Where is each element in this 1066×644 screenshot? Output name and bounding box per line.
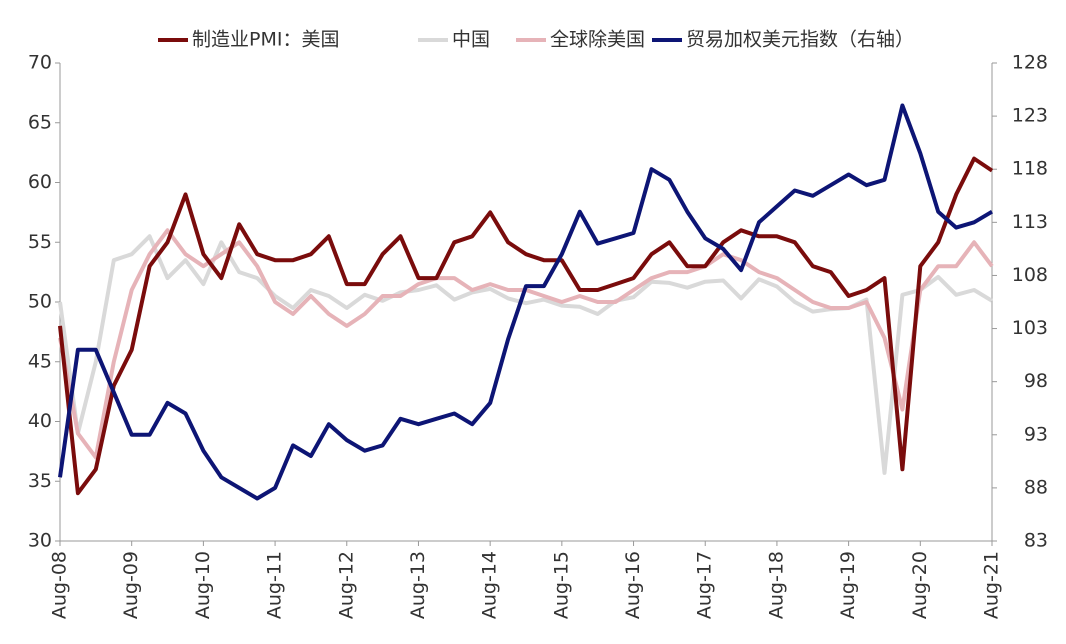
x-tick-label: Aug-12 [335, 551, 357, 619]
series-line [58, 103, 994, 501]
y-tick-label: 70 [28, 52, 52, 74]
legend-label: 贸易加权美元指数（右轴） [686, 29, 914, 51]
y-tick-label: 55 [28, 231, 52, 253]
y2-tick-label: 118 [1012, 158, 1048, 180]
legend-label: 制造业PMI：美国 [192, 29, 339, 51]
series-line [58, 156, 994, 496]
x-tick-label: Aug-20 [909, 551, 931, 619]
x-tick-label: Aug-21 [981, 551, 1003, 619]
y2-tick-label: 103 [1012, 317, 1048, 339]
x-tick-label: Aug-09 [120, 551, 142, 619]
x-tick-label: Aug-14 [479, 551, 501, 619]
y2-tick-label: 113 [1012, 211, 1048, 233]
y2-tick-label: 83 [1024, 530, 1048, 552]
x-tick-label: Aug-19 [837, 551, 859, 619]
y2-tick-label: 88 [1024, 476, 1048, 498]
x-tick-label: Aug-15 [550, 551, 572, 619]
y-tick-label: 60 [28, 171, 52, 193]
y-tick-label: 40 [28, 410, 52, 432]
series-line [58, 228, 994, 460]
x-tick-label: Aug-08 [49, 551, 71, 619]
y-tick-label: 65 [28, 111, 52, 133]
y-tick-label: 50 [28, 291, 52, 313]
y2-tick-label: 128 [1012, 52, 1048, 74]
y2-tick-label: 108 [1012, 264, 1048, 286]
legend-label: 中国 [452, 29, 490, 51]
y2-tick-label: 123 [1012, 105, 1048, 127]
y-tick-label: 30 [28, 530, 52, 552]
x-tick-label: Aug-11 [264, 551, 286, 619]
series-line [58, 234, 994, 475]
x-tick-label: Aug-18 [765, 551, 787, 619]
x-tick-label: Aug-16 [622, 551, 644, 619]
legend-label: 全球除美国 [550, 29, 645, 51]
y-tick-label: 35 [28, 470, 52, 492]
y-tick-label: 45 [28, 350, 52, 372]
x-tick-label: Aug-10 [192, 551, 214, 619]
x-tick-label: Aug-17 [694, 551, 716, 619]
x-tick-label: Aug-13 [407, 551, 429, 619]
y2-tick-label: 93 [1024, 423, 1048, 445]
y2-tick-label: 98 [1024, 370, 1048, 392]
